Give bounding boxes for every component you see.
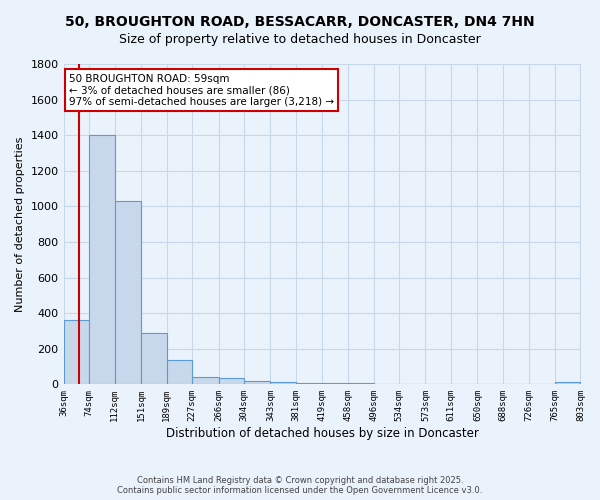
Bar — [167, 360, 192, 384]
Bar — [271, 382, 296, 384]
X-axis label: Distribution of detached houses by size in Doncaster: Distribution of detached houses by size … — [166, 427, 478, 440]
Text: 50, BROUGHTON ROAD, BESSACARR, DONCASTER, DN4 7HN: 50, BROUGHTON ROAD, BESSACARR, DONCASTER… — [65, 15, 535, 29]
Bar — [141, 332, 167, 384]
Bar — [192, 377, 218, 384]
Bar — [218, 378, 244, 384]
Bar — [555, 382, 580, 384]
Bar — [115, 201, 141, 384]
Bar — [296, 382, 322, 384]
Bar — [64, 320, 89, 384]
Text: Contains HM Land Registry data © Crown copyright and database right 2025.
Contai: Contains HM Land Registry data © Crown c… — [118, 476, 482, 495]
Bar — [244, 381, 271, 384]
Text: Size of property relative to detached houses in Doncaster: Size of property relative to detached ho… — [119, 32, 481, 46]
Y-axis label: Number of detached properties: Number of detached properties — [15, 136, 25, 312]
Bar — [89, 135, 115, 384]
Text: 50 BROUGHTON ROAD: 59sqm
← 3% of detached houses are smaller (86)
97% of semi-de: 50 BROUGHTON ROAD: 59sqm ← 3% of detache… — [69, 74, 334, 107]
Bar — [322, 383, 348, 384]
